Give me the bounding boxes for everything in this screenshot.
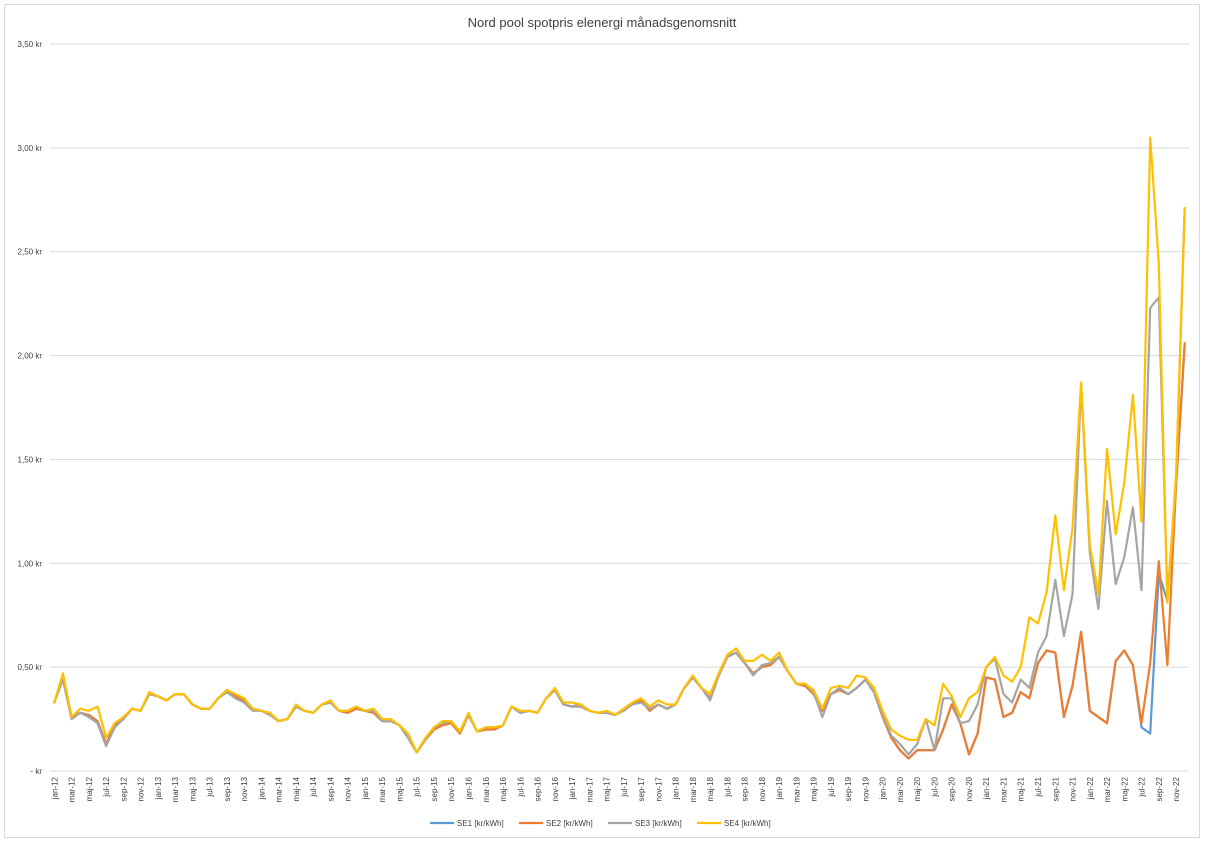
x-tick-label: mar-17	[585, 776, 594, 802]
y-tick-label: 1,50 kr	[18, 455, 43, 464]
x-tick-label: maj-21	[1017, 776, 1026, 801]
x-tick-label: jul-16	[516, 776, 525, 797]
x-tick-label: nov-22	[1172, 776, 1181, 801]
x-tick-label: jul-15	[413, 776, 422, 797]
x-tick-label: maj-18	[706, 776, 715, 801]
x-tick-label: jan-17	[568, 776, 577, 800]
x-tick-label: nov-13	[240, 776, 249, 801]
x-tick-label: jul-19	[827, 776, 836, 797]
x-tick-label: jan-15	[361, 776, 370, 800]
x-tick-label: maj-19	[810, 776, 819, 801]
y-tick-label: 1,00 kr	[18, 559, 43, 568]
x-tick-label: jul-22	[1138, 776, 1147, 797]
chart-frame	[4, 4, 1200, 838]
x-tick-label: jul-21	[1034, 776, 1043, 797]
x-tick-label: jan-12	[50, 776, 59, 800]
x-tick-label: sep-21	[1051, 776, 1060, 801]
x-tick-label: jul-20	[930, 776, 939, 797]
x-tick-label: jul-18	[723, 776, 732, 797]
x-tick-label: jan-16	[464, 776, 473, 800]
x-tick-label: mar-15	[378, 776, 387, 802]
x-tick-label: sep-20	[948, 776, 957, 801]
x-tick-label: jan-21	[982, 776, 991, 800]
y-tick-label: 3,00 kr	[18, 144, 43, 153]
x-tick-label: maj-16	[499, 776, 508, 801]
y-tick-label: 2,50 kr	[18, 248, 43, 257]
x-tick-label: mar-13	[171, 776, 180, 802]
x-tick-label: maj-13	[188, 776, 197, 801]
y-tick-label: 0,50 kr	[18, 663, 43, 672]
x-tick-label: jan-13	[154, 776, 163, 800]
x-tick-label: nov-20	[965, 776, 974, 801]
x-tick-label: nov-12	[137, 776, 146, 801]
x-tick-label: jul-17	[620, 776, 629, 797]
x-tick-label: mar-16	[482, 776, 491, 802]
legend-label: SE3 [kr/kWh]	[635, 819, 682, 828]
x-tick-label: sep-18	[741, 776, 750, 801]
x-tick-label: jan-20	[879, 776, 888, 800]
series-line-se3	[53, 207, 1186, 756]
x-tick-label: jan-14	[257, 776, 266, 800]
x-tick-label: jul-14	[309, 776, 318, 797]
gridlines	[50, 43, 1189, 772]
x-tick-label: maj-20	[913, 776, 922, 801]
series-line-se4	[53, 136, 1186, 754]
legend-label: SE1 [kr/kWh]	[457, 819, 504, 828]
legend-label: SE2 [kr/kWh]	[546, 819, 593, 828]
x-tick-label: maj-15	[395, 776, 404, 801]
y-tick-label: - kr	[30, 767, 42, 776]
x-tick-label: nov-18	[758, 776, 767, 801]
x-tick-label: jul-12	[102, 776, 111, 797]
x-tick-label: nov-21	[1069, 776, 1078, 801]
series-lines	[53, 136, 1186, 760]
x-tick-label: jan-19	[775, 776, 784, 800]
x-tick-label: mar-19	[792, 776, 801, 802]
y-axis-ticks: - kr 0,50 kr 1,00 kr 1,50 kr 2,00 kr 2,50 kr 3…	[18, 40, 43, 776]
y-tick-label: 3,50 kr	[18, 40, 43, 49]
x-tick-label: sep-22	[1155, 776, 1164, 801]
x-tick-label: sep-15	[430, 776, 439, 801]
x-axis-ticks: jan-12 mar-12 maj-12 jul-12 sep-12 nov-12 jan-…	[50, 776, 1181, 802]
x-tick-label: mar-20	[896, 776, 905, 802]
x-tick-label: sep-16	[534, 776, 543, 801]
x-tick-label: nov-17	[654, 776, 663, 801]
x-tick-label: mar-21	[999, 776, 1008, 802]
legend-label: SE4 [kr/kWh]	[724, 819, 771, 828]
chart-title: Nord pool spotpris elenergi månadsgenoms…	[468, 15, 737, 30]
x-tick-label: mar-22	[1103, 776, 1112, 802]
x-tick-label: jul-13	[206, 776, 215, 797]
x-tick-label: nov-19	[861, 776, 870, 801]
x-tick-label: mar-18	[689, 776, 698, 802]
x-tick-label: jan-22	[1086, 776, 1095, 800]
x-tick-label: nov-14	[344, 776, 353, 801]
y-tick-label: 2,00 kr	[18, 352, 43, 361]
x-tick-label: maj-17	[603, 776, 612, 801]
x-tick-label: sep-12	[119, 776, 128, 801]
legend: SE1 [kr/kWh] SE2 [kr/kWh] SE3 [kr/kWh] SE4 …	[430, 819, 771, 828]
x-tick-label: sep-14	[326, 776, 335, 801]
x-tick-label: jan-18	[672, 776, 681, 800]
x-tick-label: sep-19	[844, 776, 853, 801]
x-tick-label: maj-14	[292, 776, 301, 801]
x-tick-label: sep-17	[637, 776, 646, 801]
x-tick-label: maj-22	[1120, 776, 1129, 801]
x-tick-label: nov-15	[447, 776, 456, 801]
x-tick-label: sep-13	[223, 776, 232, 801]
x-tick-label: maj-12	[85, 776, 94, 801]
x-tick-label: mar-14	[275, 776, 284, 802]
x-tick-label: mar-12	[68, 776, 77, 802]
x-tick-label: nov-16	[551, 776, 560, 801]
